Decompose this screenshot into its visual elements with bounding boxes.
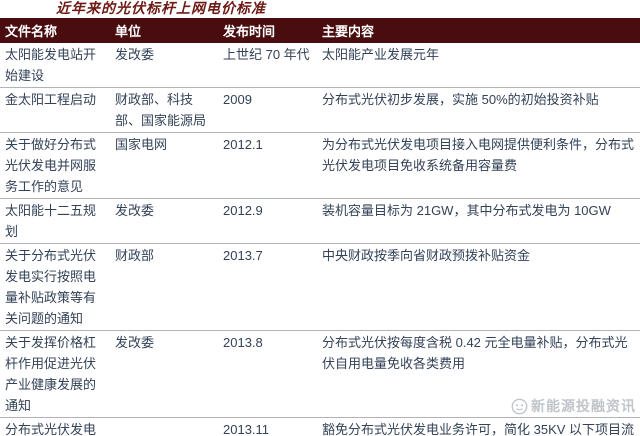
cell-unit: 财政部	[110, 243, 218, 331]
page-title: 近年来的光伏标杆上网电价标准	[56, 2, 266, 17]
table-header-row: 文件名称 单位 发布时间 主要内容	[0, 18, 640, 43]
cell-content: 中央财政按季向省财政预拨补贴资金	[317, 243, 640, 331]
cell-content: 分布式光伏按每度含税 0.42 元全电量补贴，分布式光伏自用电量免收各类费用	[317, 330, 640, 418]
cell-file-name: 太阳能十二五规划	[0, 198, 110, 244]
cell-file-name: 分布式光伏发电项目管理暂行办法	[0, 417, 110, 436]
table-row: 金太阳工程启动 财政部、科技部、国家能源局 2009 分布式光伏初步发展，实施 50%…	[0, 87, 640, 133]
cell-date: 2013.7	[218, 243, 317, 331]
cell-file-name: 太阳能发电站开始建设	[0, 43, 110, 88]
cell-content: 豁免分布式光伏发电业务许可，简化 35KV 以下项目流程	[317, 417, 640, 436]
cell-file-name: 关于做好分布式光伏发电并网服务工作的意见	[0, 132, 110, 199]
cell-content: 分布式光伏初步发展，实施 50%的初始投资补贴	[317, 87, 640, 133]
cell-content: 为分布式光伏发电项目接入电网提供便利条件，分布式光伏发电项目免收系统备用容量费	[317, 132, 640, 199]
cell-date: 2012.1	[218, 132, 317, 199]
cell-unit: 发改委	[110, 198, 218, 244]
cell-date: 2013.11	[218, 417, 317, 436]
cell-content: 装机容量目标为 21GW，其中分布式发电为 10GW	[317, 198, 640, 244]
cell-unit: 国家电网	[110, 132, 218, 199]
column-header-content: 主要内容	[317, 18, 640, 43]
cell-unit: 发改委	[110, 43, 218, 88]
cell-file-name: 关于分布式光伏发电实行按照电量补贴政策等有关问题的通知	[0, 243, 110, 331]
table-row: 关于发挥价格杠杆作用促进光伏产业健康发展的通知 发改委 2013.8 分布式光伏按每度…	[0, 330, 640, 418]
cell-unit	[110, 417, 218, 436]
cell-date: 2009	[218, 87, 317, 133]
policy-table: 文件名称 单位 发布时间 主要内容 太阳能发电站开始建设 发改委 上世纪 70 年代…	[0, 18, 640, 436]
table-row: 太阳能十二五规划 发改委 2012.9 装机容量目标为 21GW，其中分布式发电为 1…	[0, 198, 640, 244]
cell-unit: 发改委	[110, 330, 218, 418]
table-row: 关于做好分布式光伏发电并网服务工作的意见 国家电网 2012.1 为分布式光伏发电项目…	[0, 132, 640, 199]
cell-file-name: 金太阳工程启动	[0, 87, 110, 133]
table-row: 太阳能发电站开始建设 发改委 上世纪 70 年代 太阳能产业发展元年	[0, 43, 640, 88]
policy-table-body: 太阳能发电站开始建设 发改委 上世纪 70 年代 太阳能产业发展元年 金太阳工程启动 财政…	[0, 43, 640, 436]
cell-date: 上世纪 70 年代	[218, 43, 317, 88]
column-header-unit: 单位	[110, 18, 218, 43]
table-row: 关于分布式光伏发电实行按照电量补贴政策等有关问题的通知 财政部 2013.7 中央财政…	[0, 243, 640, 331]
cell-file-name: 关于发挥价格杠杆作用促进光伏产业健康发展的通知	[0, 330, 110, 418]
cell-date: 2013.8	[218, 330, 317, 418]
cell-unit: 财政部、科技部、国家能源局	[110, 87, 218, 133]
cell-content: 太阳能产业发展元年	[317, 43, 640, 88]
cell-date: 2012.9	[218, 198, 317, 244]
column-header-date: 发布时间	[218, 18, 317, 43]
column-header-file-name: 文件名称	[0, 18, 110, 43]
